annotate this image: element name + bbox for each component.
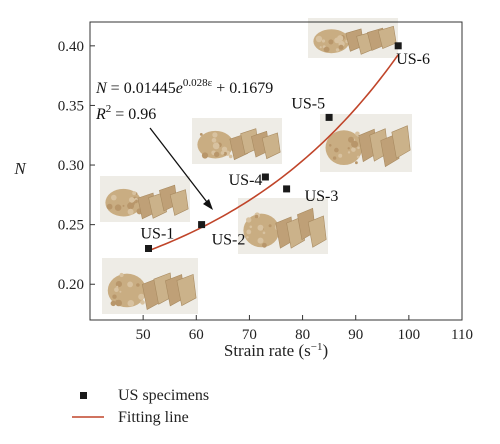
x-tick-label: 70: [242, 327, 257, 343]
x-tick-label: 110: [451, 327, 473, 343]
legend-marker-specimens: [80, 392, 87, 399]
point-label: US-3: [305, 188, 339, 205]
x-axis-title: Strain rate (s−1): [224, 341, 328, 360]
data-points: [145, 42, 402, 252]
y-tick-label: 0.25: [58, 218, 84, 234]
data-point: [261, 173, 269, 181]
plot-frame: [89, 21, 463, 321]
r-squared: R2 = 0.96: [95, 103, 156, 123]
legend-label-specimens: US specimens: [118, 387, 209, 404]
x-tick-label: 50: [136, 327, 151, 343]
y-axis-ticks: 0.20 0.25 0.30 0.35 0.40: [58, 39, 95, 293]
x-tick-label: 100: [398, 327, 421, 343]
data-point: [394, 42, 402, 50]
point-label: US-4: [229, 172, 263, 189]
fitting-line: [148, 54, 399, 252]
data-point: [145, 245, 152, 252]
point-label: US-2: [212, 232, 246, 249]
x-tick-label: 90: [348, 327, 363, 343]
annotation-arrowhead: [203, 199, 213, 210]
specimen-photo: [100, 176, 190, 222]
data-point: [283, 185, 291, 193]
specimen-photo: [102, 258, 198, 314]
y-axis-title: N: [13, 159, 27, 178]
point-label: US-6: [396, 51, 430, 68]
fit-equation: N = 0.01445e0.028ε + 0.1679: [95, 77, 273, 97]
y-tick-label: 0.35: [58, 98, 84, 114]
point-labels: US-1 US-2 US-4 US-3 US-5 US-6: [141, 51, 430, 249]
y-tick-label: 0.30: [58, 158, 84, 174]
x-axis-ticks: 50 60 70 80 90 100 110: [136, 315, 473, 343]
legend-label-fit: Fitting line: [118, 409, 189, 426]
data-point: [325, 113, 333, 121]
data-point: [198, 221, 206, 229]
point-label: US-5: [291, 95, 325, 112]
specimen-photo: [238, 198, 328, 254]
specimen-photo: [320, 114, 412, 172]
x-tick-label: 60: [189, 327, 204, 343]
x-tick-label: 80: [295, 327, 310, 343]
legend: US specimens Fitting line: [72, 387, 209, 426]
annotation-arrow: [149, 127, 211, 207]
specimen-photo: [192, 118, 282, 164]
fit-curve: [148, 54, 399, 252]
specimen-photo: [308, 18, 398, 58]
y-tick-label: 0.20: [58, 277, 84, 293]
point-label: US-1: [141, 226, 175, 243]
specimen-photos: [100, 18, 412, 314]
y-tick-label: 0.40: [58, 39, 84, 55]
